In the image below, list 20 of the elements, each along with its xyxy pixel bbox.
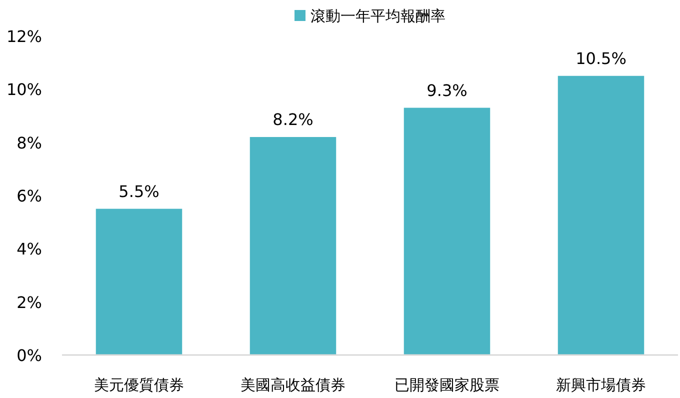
y-tick-label: 8% bbox=[16, 133, 42, 152]
x-tick-label: 已開發國家股票 bbox=[394, 376, 500, 394]
bar bbox=[558, 76, 644, 355]
y-tick-label: 0% bbox=[16, 346, 42, 365]
data-label: 9.3% bbox=[426, 80, 468, 100]
legend-label: 滾動一年平均報酬率 bbox=[310, 7, 446, 25]
y-tick-label: 12% bbox=[6, 27, 42, 46]
y-tick-label: 6% bbox=[16, 186, 42, 206]
y-tick-label: 10% bbox=[6, 80, 42, 100]
data-label: 10.5% bbox=[576, 48, 626, 68]
y-tick-label: 4% bbox=[16, 240, 42, 259]
bar bbox=[96, 208, 182, 355]
x-tick-label: 美國高收益債券 bbox=[240, 376, 346, 394]
x-tick-label: 新興市場債券 bbox=[556, 376, 646, 394]
bar bbox=[250, 137, 336, 355]
data-label: 8.2% bbox=[272, 110, 314, 130]
x-tick-label: 美元優質債券 bbox=[94, 376, 184, 394]
data-label: 5.5% bbox=[118, 182, 160, 201]
bar bbox=[404, 108, 490, 355]
y-tick-label: 2% bbox=[16, 292, 42, 312]
